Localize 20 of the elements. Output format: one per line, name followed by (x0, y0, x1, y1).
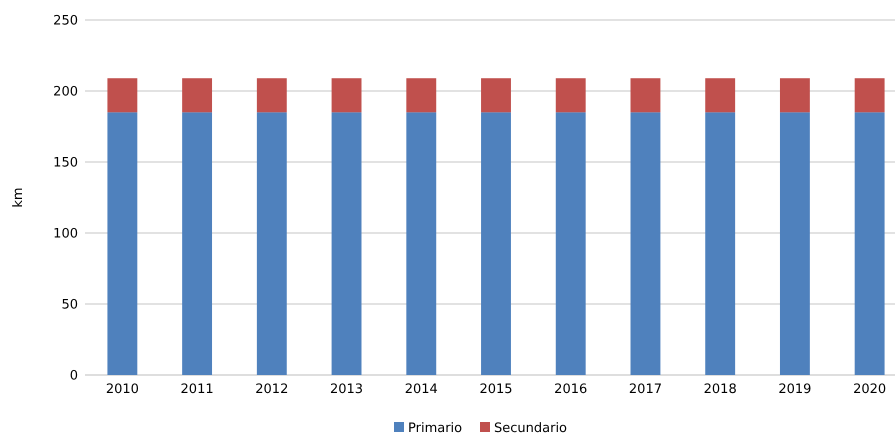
y-tick-label: 0 (70, 368, 78, 384)
y-tick-label: 50 (61, 298, 78, 313)
x-tick-label: 2018 (704, 382, 737, 397)
x-tick-label: 2013 (330, 382, 364, 397)
legend-label: Primario (408, 421, 462, 436)
x-tick-label: 2010 (106, 382, 139, 397)
x-tick-label: 2012 (255, 382, 288, 397)
x-tick-label: 2020 (853, 382, 886, 397)
y-tick-label: 200 (53, 84, 78, 100)
x-tick-label: 2017 (628, 382, 662, 397)
y-tick-label: 150 (53, 156, 78, 171)
y-tick-label: 250 (53, 14, 78, 29)
x-tick-label: 2016 (554, 382, 588, 397)
x-tick-label: 2019 (778, 382, 812, 397)
x-tick-label: 2011 (180, 382, 214, 397)
x-tick-label: 2014 (404, 382, 438, 397)
x-tick-label: 2015 (479, 382, 513, 397)
y-tick-label: 100 (53, 226, 78, 242)
y-axis-title: km (11, 187, 26, 208)
legend-label: Secundario (494, 421, 568, 436)
